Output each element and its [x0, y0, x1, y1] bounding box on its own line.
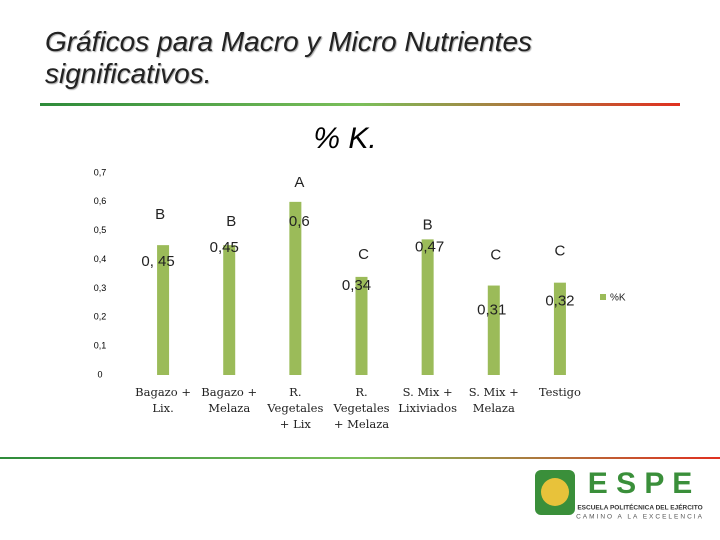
bar [553, 282, 566, 375]
footer-rule [0, 457, 720, 459]
y-tick-label: 0,5 [94, 225, 107, 235]
data-label: 0,32 [545, 293, 574, 310]
x-tick-label: Testigo [538, 385, 581, 399]
y-tick-label: 0,3 [94, 283, 107, 293]
annotation: B [423, 216, 433, 233]
y-tick-label: 0,4 [94, 254, 107, 264]
y-tick-label: 0,6 [94, 196, 107, 206]
data-label: 0,6 [289, 213, 310, 230]
x-tick-label: S. Mix + Lixiviados [398, 385, 457, 415]
annotation: C [490, 247, 501, 264]
bar [223, 245, 236, 375]
annotation: C [555, 243, 566, 260]
annotation: B [155, 206, 165, 223]
y-tick-label: 0,7 [94, 167, 107, 177]
bar [355, 276, 368, 375]
x-tick-label: R. Vegetales + Lix [267, 385, 324, 431]
x-tick-label: S. Mix + Melaza [468, 385, 519, 415]
logo-name: E S P E [588, 467, 693, 500]
bar [289, 201, 302, 375]
annotation: C [358, 246, 369, 263]
logo-line1: ESCUELA POLITÉCNICA DEL EJÉRCITO [577, 503, 702, 512]
y-tick-label: 0,1 [94, 341, 107, 351]
y-tick-label: 0 [97, 369, 102, 379]
legend-label: %K [610, 293, 626, 304]
data-label: 0,31 [477, 302, 506, 319]
data-label: 0, 45 [141, 253, 174, 270]
y-tick-label: 0,2 [94, 312, 107, 322]
title-rule [40, 103, 680, 106]
slide-title: Gráficos para Macro y Micro Nutrientes s… [45, 26, 533, 89]
annotation: B [226, 213, 236, 230]
logo-line2: CAMINO A LA EXCELENCIA [576, 514, 704, 521]
bar [157, 245, 170, 375]
chart-title: % K. [313, 122, 376, 155]
x-tick-label: R. Vegetales + Melaza [333, 385, 390, 431]
data-label: 0,45 [210, 239, 239, 256]
data-label: 0,47 [415, 238, 444, 255]
annotation: A [294, 174, 304, 191]
bar [487, 285, 500, 375]
x-tick-label: Bagazo + Lix. [135, 385, 191, 415]
bar [421, 239, 434, 375]
legend-swatch [600, 294, 606, 300]
data-label: 0,34 [342, 277, 371, 294]
x-tick-label: Bagazo + Melaza [201, 385, 258, 415]
logo-emblem-center [541, 478, 569, 506]
